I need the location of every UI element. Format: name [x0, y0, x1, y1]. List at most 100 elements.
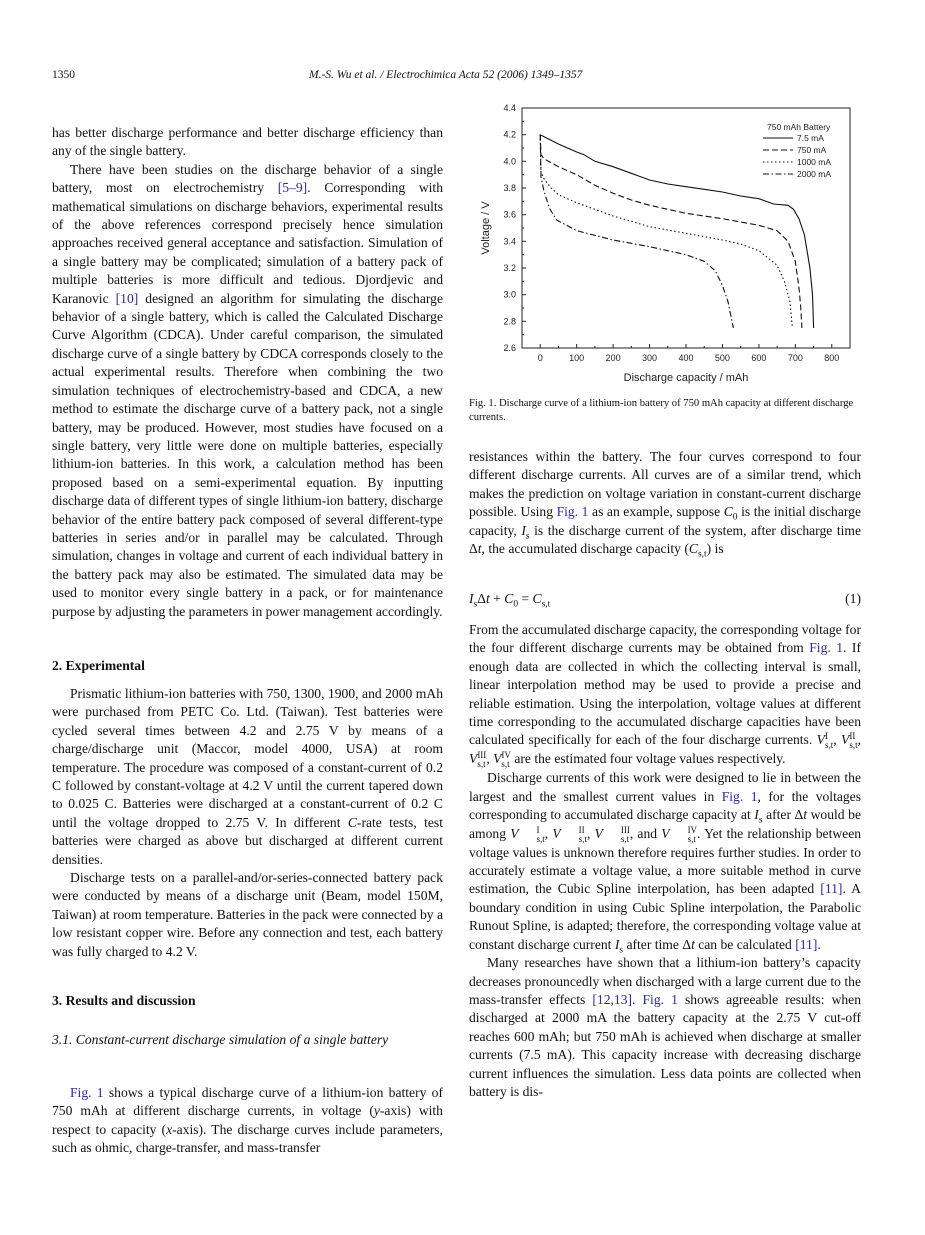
- subscript: 0: [513, 599, 519, 610]
- citation-link[interactable]: [11]: [820, 881, 843, 897]
- math-symbol: V: [510, 825, 519, 841]
- math-symbol: V: [469, 751, 478, 767]
- legend-label: 7.5 mA: [797, 133, 824, 143]
- math-symbol: t: [691, 936, 695, 952]
- subscript: s: [619, 945, 624, 956]
- y-tick-label: 4.4: [503, 103, 516, 113]
- equation-1: IsΔt + C0 = Cs,t (1): [469, 591, 861, 610]
- paragraph: Discharge currents of this work were des…: [469, 770, 862, 956]
- running-title: M.-S. Wu et al. / Electrochimica Acta 52…: [309, 69, 583, 81]
- math-symbol: t: [803, 807, 808, 823]
- citation-link[interactable]: [11]: [795, 936, 818, 952]
- y-tick-label: 3.2: [503, 263, 516, 273]
- citation-link[interactable]: Fig. 1: [721, 788, 758, 804]
- subscript: s,t: [697, 549, 707, 560]
- citation-link[interactable]: Fig. 1: [642, 991, 678, 1007]
- subscript: s,t: [477, 759, 486, 770]
- paragraph: Fig. 1 shows a typical discharge curve o…: [52, 1085, 443, 1156]
- legend-label: 1000 mA: [797, 157, 831, 167]
- paragraph: Discharge tests on a parallel-and/or-ser…: [52, 870, 443, 959]
- citation-link[interactable]: Fig. 1: [70, 1085, 104, 1100]
- series-line-750-mA: [539, 134, 803, 329]
- sub-superscript: II s,t: [561, 824, 587, 844]
- sub-superscript: IV s,t: [670, 824, 698, 844]
- math-symbol: C: [723, 504, 733, 520]
- section-heading-results: 3. Results and discussion: [52, 993, 196, 1008]
- math-symbol: y: [373, 1103, 380, 1119]
- subscript: s,t: [849, 740, 858, 751]
- subsection-heading: 3.1. Constant-current discharge simulati…: [52, 1032, 389, 1047]
- subscript: s,t: [824, 740, 834, 751]
- citation-link[interactable]: Fig. 1: [809, 640, 844, 656]
- x-tick-label: 500: [715, 353, 730, 363]
- math-symbol: C: [347, 814, 357, 830]
- figure-caption: Fig. 1. Discharge curve of a lithium-ion…: [469, 398, 854, 423]
- subscript: s,t: [687, 833, 696, 844]
- subscript: s: [525, 531, 530, 542]
- math-symbol: x: [166, 1121, 173, 1137]
- subscript: s,t: [536, 833, 545, 844]
- superscript: II: [578, 824, 585, 835]
- math-symbol: I: [754, 807, 759, 823]
- superscript: III: [620, 824, 630, 835]
- x-tick-label: 0: [538, 353, 543, 363]
- subscript: s: [473, 599, 478, 610]
- citation-link[interactable]: Fig. 1: [556, 504, 589, 520]
- math-symbol: C: [688, 541, 698, 557]
- superscript: I: [824, 731, 828, 742]
- citation-link[interactable]: [10]: [115, 290, 139, 306]
- subscript: s,t: [501, 759, 510, 770]
- left-intro: has better discharge performance and bet…: [52, 124, 443, 621]
- paragraph: Many researches have shown that a lithiu…: [469, 955, 862, 1099]
- y-axis-label: Voltage / V: [480, 201, 492, 255]
- page-number: 1350: [52, 69, 75, 81]
- math-symbol: t: [485, 591, 490, 606]
- y-tick-label: 4.0: [503, 156, 516, 166]
- paragraph: resistances within the battery. The four…: [469, 449, 861, 560]
- subscript: s,t: [578, 833, 587, 844]
- math-symbol: I: [521, 522, 526, 538]
- paragraph: From the accumulated discharge capacity,…: [469, 622, 861, 770]
- y-tick-label: 3.4: [503, 236, 516, 246]
- series-line-2000-mA: [539, 134, 734, 329]
- sub-superscript: III s,t: [477, 751, 486, 769]
- math-symbol: V: [594, 825, 603, 841]
- superscript: II: [849, 731, 856, 742]
- x-tick-label: 200: [606, 353, 621, 363]
- sub-superscript: II s,t: [849, 732, 857, 750]
- discharge-curve-chart: 0 100 200 300 400 500 600 700 800 2.6 2.8 3.0 3.2 3.4…: [480, 103, 851, 384]
- x-tick-label: 400: [678, 353, 693, 363]
- right-para1: resistances within the battery. The four…: [469, 448, 861, 560]
- x-tick-label: 800: [824, 353, 839, 363]
- y-tick-label: 2.8: [503, 316, 516, 326]
- x-tick-label: 600: [751, 353, 766, 363]
- right-body: From the accumulated discharge capacity,…: [469, 621, 861, 1101]
- subscript: s,t: [541, 599, 551, 610]
- math-symbol: I: [469, 591, 474, 606]
- subsection-body: Fig. 1 shows a typical discharge curve o…: [52, 1084, 443, 1158]
- legend-label: 750 mA: [797, 145, 827, 155]
- paragraph: Prismatic lithium-ion batteries with 750…: [52, 686, 443, 867]
- paragraph: has better discharge performance and bet…: [52, 125, 443, 159]
- math-symbol: V: [816, 732, 825, 748]
- sub-superscript: IV s,t: [501, 751, 511, 769]
- math-symbol: V: [661, 825, 670, 841]
- math-symbol: V: [493, 751, 502, 767]
- experimental-body: Prismatic lithium-ion batteries with 750…: [52, 685, 443, 961]
- citation-link[interactable]: [5–9]: [277, 180, 308, 196]
- y-tick-label: 2.6: [503, 343, 516, 353]
- superscript: III: [477, 750, 487, 761]
- math-symbol: V: [841, 732, 850, 748]
- superscript: IV: [687, 824, 698, 835]
- section-heading-experimental: 2. Experimental: [52, 658, 145, 673]
- series-line-7-5-mA: [539, 134, 815, 329]
- math-symbol: V: [552, 825, 561, 841]
- citation-link[interactable]: [12,13]: [592, 991, 633, 1007]
- x-tick-label: 100: [569, 353, 584, 363]
- superscript: I: [536, 824, 540, 835]
- paragraph: There have been studies on the discharge…: [52, 161, 444, 619]
- math-symbol: C: [532, 591, 542, 606]
- y-tick-label: 4.2: [503, 130, 516, 140]
